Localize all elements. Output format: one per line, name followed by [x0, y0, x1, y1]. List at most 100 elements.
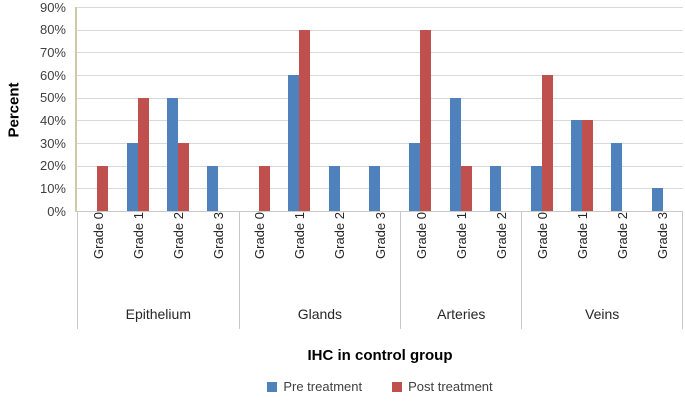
grade-label: Grade 2: [332, 212, 348, 259]
category-label: Veins: [585, 306, 620, 322]
grade-label: Grade 2: [170, 212, 186, 259]
bar-slot-epithelium-grade-1: [117, 7, 157, 211]
legend-swatch-icon: [392, 381, 403, 392]
legend-swatch-icon: [267, 381, 278, 392]
bar-slot-epithelium-grade-2: [158, 7, 198, 211]
bar-post-epithelium-grade-0: [97, 165, 109, 211]
bar-post-arteries-grade-1: [460, 165, 472, 211]
grade-label-cell: Grade 2: [481, 212, 521, 299]
bar-post-veins-grade-0: [541, 75, 553, 211]
grade-label: Grade 2: [614, 212, 630, 259]
bar-slot-glands-grade-3: [360, 7, 400, 211]
bar-slot-arteries-grade-1: [441, 7, 481, 211]
grade-label: Grade 0: [90, 212, 106, 259]
bar-slot-epithelium-grade-3: [198, 7, 238, 211]
y-tick-label: 60%: [39, 67, 66, 83]
grade-label: Grade 3: [654, 212, 670, 259]
plot-area: [77, 7, 683, 212]
bar-slot-glands-grade-0: [239, 7, 279, 211]
grade-label: Grade 2: [493, 212, 509, 259]
grade-label-cell: Grade 0: [522, 212, 562, 299]
category-group-arteries: Grade 0 Grade 1 Grade 2 Arteries: [400, 212, 521, 329]
bar-post-arteries-grade-0: [420, 29, 432, 211]
bar-pre-veins-grade-0: [530, 165, 542, 211]
y-tick-label: 30%: [39, 135, 66, 151]
grade-label-cell: Grade 0: [240, 212, 280, 299]
bar-pre-veins-grade-1: [571, 120, 583, 211]
legend-item-post-treatment: Post treatment: [392, 379, 493, 394]
y-tick-label: 40%: [39, 112, 66, 128]
y-tick-label: 0%: [47, 203, 66, 219]
category-label: Glands: [297, 306, 343, 322]
legend-label: Pre treatment: [283, 379, 363, 394]
bar-slot-arteries-grade-2: [481, 7, 521, 211]
bar-pre-epithelium-grade-2: [167, 97, 179, 211]
grade-label-cell: Grade 3: [360, 212, 400, 299]
bar-slot-epithelium-grade-0: [77, 7, 117, 211]
bar-post-epithelium-grade-2: [178, 143, 190, 211]
gridline: [77, 120, 683, 122]
bar-slot-glands-grade-1: [279, 7, 319, 211]
gridline: [77, 143, 683, 144]
y-tick-label: 90%: [39, 0, 66, 15]
category-group-glands: Grade 0 Grade 1 Grade 2 Grade 3 Glands: [238, 212, 401, 329]
y-tick-label: 70%: [39, 44, 66, 60]
category-group-veins: Grade 0 Grade 1 Grade 2 Grade 3 Veins: [521, 212, 683, 329]
y-tick-label: 80%: [39, 22, 66, 38]
gridline: [77, 29, 683, 31]
bar-post-glands-grade-1: [299, 29, 311, 211]
grade-labels-row: Grade 0 Grade 1 Grade 2 Grade 3: [78, 212, 239, 299]
x-axis-label-area: Grade 0 Grade 1 Grade 2 Grade 3 Epithelium Gr…: [77, 212, 683, 329]
grade-label-cell: Grade 1: [562, 212, 602, 299]
bar-pre-epithelium-grade-3: [207, 165, 219, 211]
bar-pre-glands-grade-1: [288, 75, 300, 211]
bar-slot-glands-grade-2: [319, 7, 359, 211]
grade-label-cell: Grade 1: [118, 212, 158, 299]
grade-labels-row: Grade 0 Grade 1 Grade 2 Grade 3: [522, 212, 682, 299]
x-axis-title: IHC in control group: [307, 347, 453, 364]
bar-slot-veins-grade-0: [521, 7, 561, 211]
gridline: [77, 97, 683, 99]
bar-post-veins-grade-1: [582, 120, 594, 211]
legend: Pre treatment Post treatment: [77, 379, 683, 394]
category-label: Arteries: [437, 306, 486, 322]
grade-label: Grade 1: [574, 212, 590, 259]
bar-post-glands-grade-0: [258, 165, 270, 211]
grade-label-cell: Grade 3: [642, 212, 682, 299]
gridline: [77, 52, 683, 54]
bar-pre-glands-grade-2: [328, 165, 340, 211]
grade-label-cell: Grade 1: [280, 212, 320, 299]
grade-label-cell: Grade 0: [78, 212, 118, 299]
y-tick-label: 20%: [39, 158, 66, 174]
bar-slot-veins-grade-1: [562, 7, 602, 211]
grade-label: Grade 1: [453, 212, 469, 259]
grade-label-cell: Grade 2: [320, 212, 360, 299]
grade-label: Grade 3: [211, 212, 227, 259]
y-tick-label: 50%: [39, 90, 66, 106]
y-tick-label: 10%: [39, 180, 66, 196]
grade-label-cell: Grade 1: [441, 212, 481, 299]
bar-slot-veins-grade-2: [602, 7, 642, 211]
bar-slot-veins-grade-3: [643, 7, 683, 211]
grade-label: Grade 3: [372, 212, 388, 259]
grade-label: Grade 1: [292, 212, 308, 259]
y-axis-line: [75, 7, 77, 212]
bar-post-epithelium-grade-1: [137, 97, 149, 211]
grade-label: Grade 1: [130, 212, 146, 259]
bar-pre-arteries-grade-0: [409, 143, 421, 211]
bar-pre-veins-grade-3: [651, 188, 663, 211]
category-label: Epithelium: [125, 306, 191, 322]
grade-labels-row: Grade 0 Grade 1 Grade 2: [401, 212, 521, 299]
bar-pre-arteries-grade-2: [490, 165, 502, 211]
bar-slot-arteries-grade-0: [400, 7, 440, 211]
grade-label-cell: Grade 3: [198, 212, 238, 299]
grade-label-cell: Grade 2: [602, 212, 642, 299]
grade-label-cell: Grade 2: [158, 212, 198, 299]
grade-label: Grade 0: [413, 212, 429, 259]
category-group-epithelium: Grade 0 Grade 1 Grade 2 Grade 3 Epithelium: [77, 212, 239, 329]
grade-label-cell: Grade 0: [401, 212, 441, 299]
bar-pre-arteries-grade-1: [449, 97, 461, 211]
legend-label: Post treatment: [408, 379, 493, 394]
bar-pre-glands-grade-3: [369, 165, 381, 211]
